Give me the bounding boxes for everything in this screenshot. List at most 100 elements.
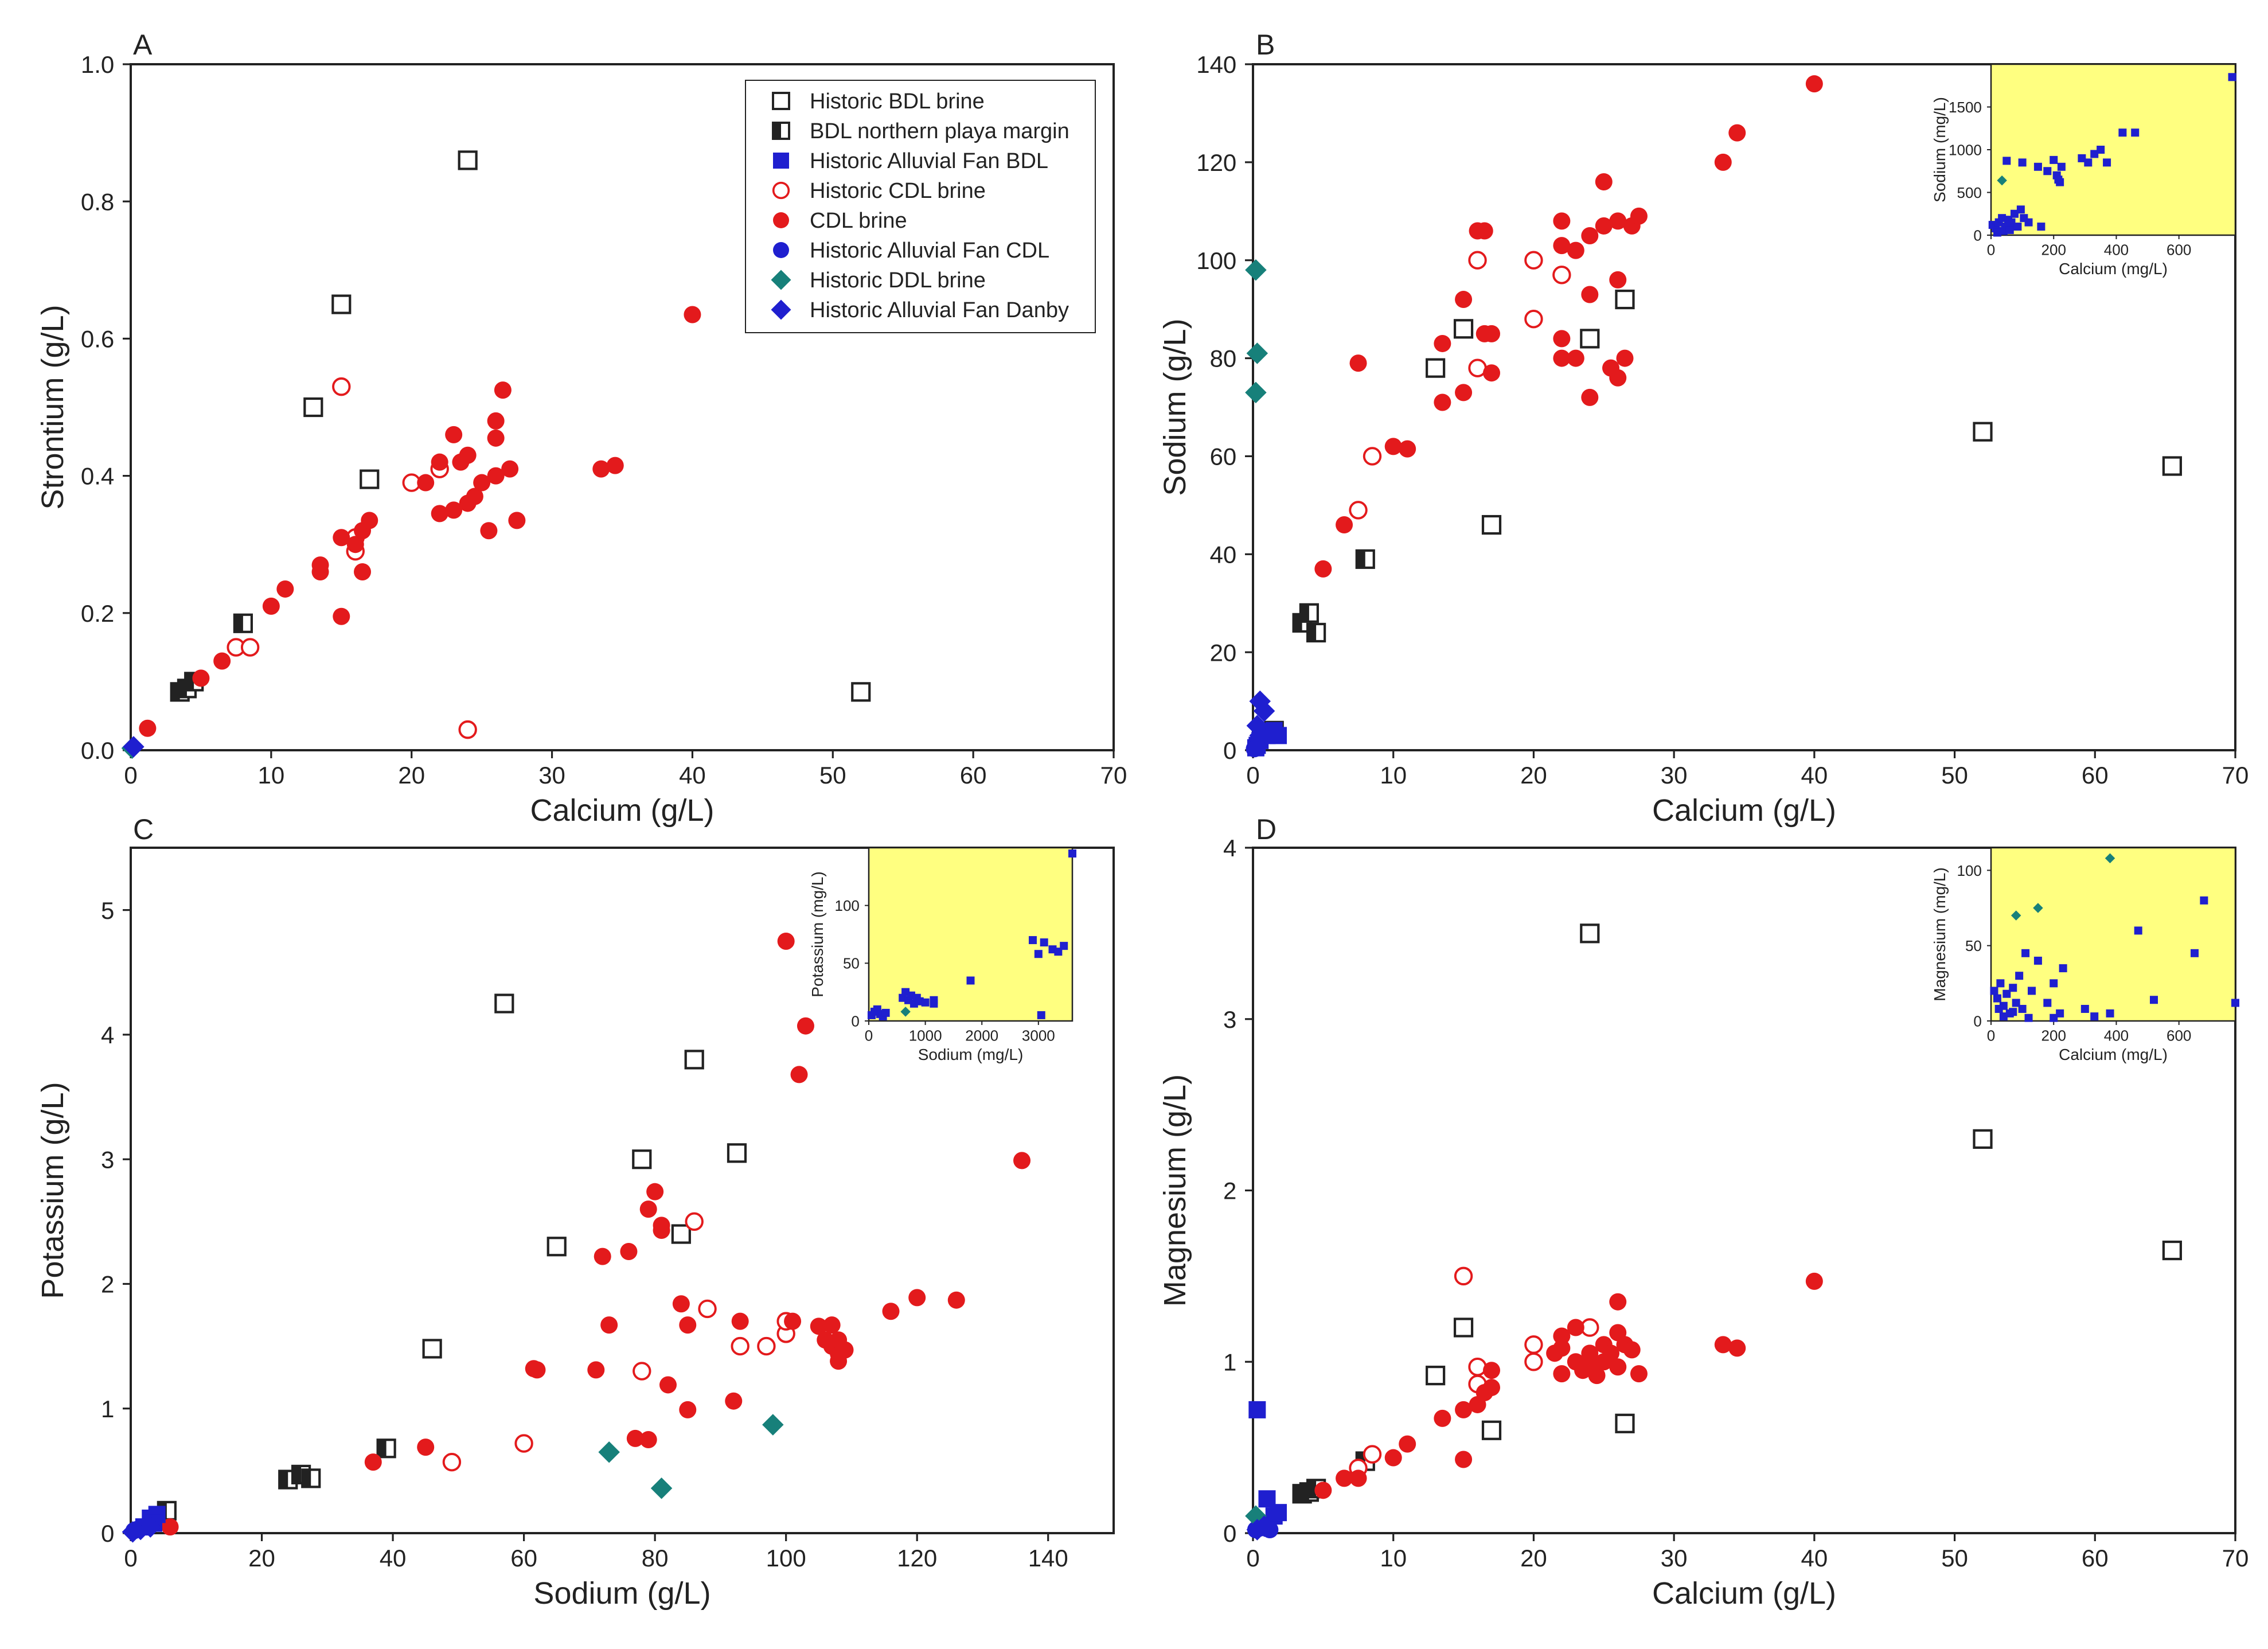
inset-point xyxy=(2134,926,2142,935)
series-historic-bdl-brine xyxy=(422,993,747,1359)
point xyxy=(679,1401,697,1418)
series-bdl-northern-playa-margin xyxy=(170,613,253,702)
series-historic-ddl-brine xyxy=(598,1414,784,1499)
point xyxy=(606,457,624,474)
point xyxy=(417,474,435,492)
point xyxy=(1588,1367,1606,1385)
point xyxy=(851,682,871,702)
point xyxy=(445,501,463,519)
point xyxy=(1609,271,1627,289)
point xyxy=(1973,422,1993,442)
point xyxy=(1349,1469,1367,1487)
y-axis-label: Magnesium (g/L) xyxy=(1158,1074,1192,1307)
point xyxy=(830,1352,848,1370)
inset-series-historic-ddl-brine xyxy=(900,1007,911,1017)
panel-letter: C xyxy=(133,813,154,845)
inset-point xyxy=(2009,1008,2017,1016)
y-tick-label: 40 xyxy=(1210,541,1237,568)
inset-point xyxy=(1999,1012,2008,1021)
point xyxy=(650,1478,673,1499)
x-tick-label: 20 xyxy=(248,1545,275,1572)
y-tick-label: 140 xyxy=(1196,51,1236,78)
point xyxy=(1363,1445,1382,1464)
y-tick-label: 3 xyxy=(101,1146,114,1173)
point xyxy=(360,469,380,489)
inset-frame xyxy=(868,847,1074,1022)
inset-point xyxy=(2024,1013,2033,1022)
legend-marker xyxy=(771,270,791,290)
x-tick-label: 70 xyxy=(1100,762,1127,789)
legend-label: Historic Alluvial Fan BDL xyxy=(810,149,1048,173)
point xyxy=(684,1050,704,1070)
point xyxy=(1248,1401,1266,1418)
point xyxy=(1581,1344,1599,1362)
inset-point xyxy=(2105,853,2115,864)
series-historic-cdl-brine xyxy=(1349,251,1571,520)
point xyxy=(1455,291,1473,309)
inset-point xyxy=(2228,73,2236,81)
inset-panel-b: 0 200 400 600 0 500 1000 1500 Calcium (mg/L) Sodi… xyxy=(1931,63,2236,278)
inset-y-tick-label: 50 xyxy=(843,955,860,972)
series-historic-alluvial-fan-danby xyxy=(122,1516,162,1543)
y-tick-label: 20 xyxy=(1210,639,1237,666)
point xyxy=(233,613,253,633)
inset-background xyxy=(1991,64,2235,235)
inset-panel-c: 0 1000 2000 3000 0 50 100 Sodium (mg/L) Potassiu… xyxy=(809,847,1076,1063)
inset-point xyxy=(2015,972,2024,980)
inset-point xyxy=(2078,154,2086,162)
point xyxy=(1553,330,1571,348)
y-axis-label: Potassium (g/L) xyxy=(36,1082,70,1299)
point xyxy=(698,1299,717,1319)
panel-a: A 0 10 20 30 40 50 60 70 0.0 0.2 0.4 0.6 0.8 1.0 Calciu… xyxy=(36,29,1127,828)
point xyxy=(882,1303,900,1320)
inset-point xyxy=(2018,158,2027,167)
point xyxy=(1363,447,1382,466)
inset-y-tick-label: 50 xyxy=(1965,937,1982,954)
y-tick-label: 1.0 xyxy=(81,51,114,78)
point xyxy=(2162,456,2182,476)
point xyxy=(1580,923,1600,944)
point xyxy=(123,736,145,758)
x-tick-label: 20 xyxy=(398,762,425,789)
point xyxy=(727,1143,747,1163)
inset-y-tick-label: 500 xyxy=(1957,184,1982,201)
x-tick-label: 40 xyxy=(1801,1545,1828,1572)
series-historic-alluvial-fan-danby xyxy=(1246,690,1275,747)
point xyxy=(1314,1482,1332,1499)
point xyxy=(333,607,350,625)
inset-point xyxy=(1993,994,2001,1003)
point xyxy=(659,1376,677,1394)
series-historic-cdl-brine xyxy=(1349,1266,1599,1478)
legend-label: BDL northern playa margin xyxy=(810,119,1069,143)
x-tick-label: 50 xyxy=(1941,1545,1968,1572)
inset-point xyxy=(2013,223,2022,231)
point xyxy=(1336,1469,1353,1487)
legend-label: Historic Alluvial Fan CDL xyxy=(810,239,1049,263)
y-tick-label: 4 xyxy=(101,1022,114,1048)
point xyxy=(417,1439,435,1456)
panel-b: B 0 10 20 30 40 50 60 70 0 20 40 60 80 100 120 140 Calciu… xyxy=(1158,29,2249,828)
point xyxy=(376,1439,396,1459)
x-tick-label: 40 xyxy=(380,1545,407,1572)
point xyxy=(731,1336,750,1356)
inset-point xyxy=(2090,1012,2099,1021)
point xyxy=(1468,1358,1487,1377)
point xyxy=(139,1516,162,1538)
x-tick-label: 30 xyxy=(1661,1545,1688,1572)
point xyxy=(1249,724,1271,747)
inset-x-tick-label: 0 xyxy=(865,1027,873,1044)
inset-point xyxy=(900,1007,911,1017)
point xyxy=(1270,727,1287,744)
inset-point xyxy=(1993,228,2001,237)
point xyxy=(1615,289,1635,310)
inset-point xyxy=(1068,849,1076,858)
point xyxy=(364,1453,382,1471)
inset-point xyxy=(2084,158,2093,167)
point xyxy=(1567,241,1584,259)
point xyxy=(1270,1504,1287,1522)
inset-point xyxy=(2018,1004,2027,1013)
x-axis-label: Calcium (g/L) xyxy=(1652,793,1836,828)
inset-series-historic-alluvial-fan-bdl xyxy=(867,849,1076,1020)
point xyxy=(1581,286,1599,303)
